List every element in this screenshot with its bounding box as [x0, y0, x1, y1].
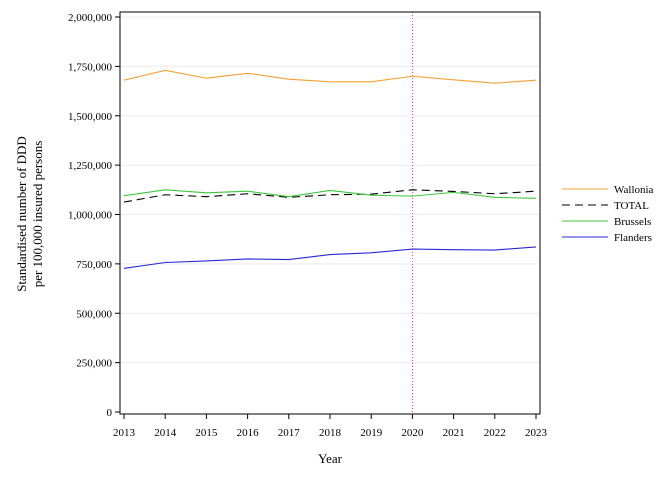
legend-label-brussels: Brussels	[614, 216, 651, 228]
x-tick-label-8: 2021	[443, 427, 465, 439]
x-axis-label: Year	[318, 451, 343, 466]
y-tick-label-7: 1,750,000	[68, 61, 113, 73]
grid-lines	[120, 16, 540, 364]
y-tick-label-2: 500,000	[76, 308, 112, 320]
y-tick-label-0: 0	[107, 407, 113, 419]
x-tick-label-10: 2023	[525, 427, 548, 439]
x-tick-label-0: 2013	[113, 427, 136, 439]
y-tick-label-6: 1,500,000	[68, 111, 113, 123]
x-tick-label-5: 2018	[319, 427, 342, 439]
y-tick-label-8: 2,000,000	[68, 12, 113, 24]
y-axis: 0 250,000 500,000 750,000 1,000,000 1,250,000…	[68, 12, 120, 419]
y-tick-label-4: 1,000,000	[68, 210, 113, 222]
legend: Wallonia TOTAL Brussels Flanders	[562, 184, 654, 244]
x-tick-label-2: 2015	[195, 427, 218, 439]
x-tick-label-1: 2014	[154, 427, 177, 439]
y-axis-label-line-2: per 100,000 insured persons	[30, 141, 45, 288]
series-line-total	[123, 189, 537, 203]
x-tick-label-9: 2022	[484, 427, 506, 439]
y-tick-label-3: 750,000	[76, 259, 112, 271]
y-tick-label-1: 250,000	[76, 358, 112, 370]
series-line-wallonia	[123, 69, 537, 84]
x-axis: 2013 2014 2015 2016 2017 2018 2019 2020 2021 2022…	[113, 414, 548, 439]
legend-label-total: TOTAL	[614, 200, 649, 212]
x-tick-label-6: 2019	[360, 427, 383, 439]
series-group	[123, 69, 537, 269]
x-tick-label-3: 2016	[237, 427, 260, 439]
x-tick-label-7: 2020	[401, 427, 424, 439]
series-line-flanders	[123, 246, 537, 269]
series-line-brussels	[123, 189, 537, 199]
legend-label-wallonia: Wallonia	[614, 184, 654, 196]
y-axis-label-line-1: Standardised number of DDD	[14, 136, 29, 292]
legend-label-flanders: Flanders	[614, 232, 652, 244]
y-tick-label-5: 1,250,000	[68, 160, 113, 172]
plot-frame	[119, 11, 541, 415]
x-tick-label-4: 2017	[278, 427, 301, 439]
